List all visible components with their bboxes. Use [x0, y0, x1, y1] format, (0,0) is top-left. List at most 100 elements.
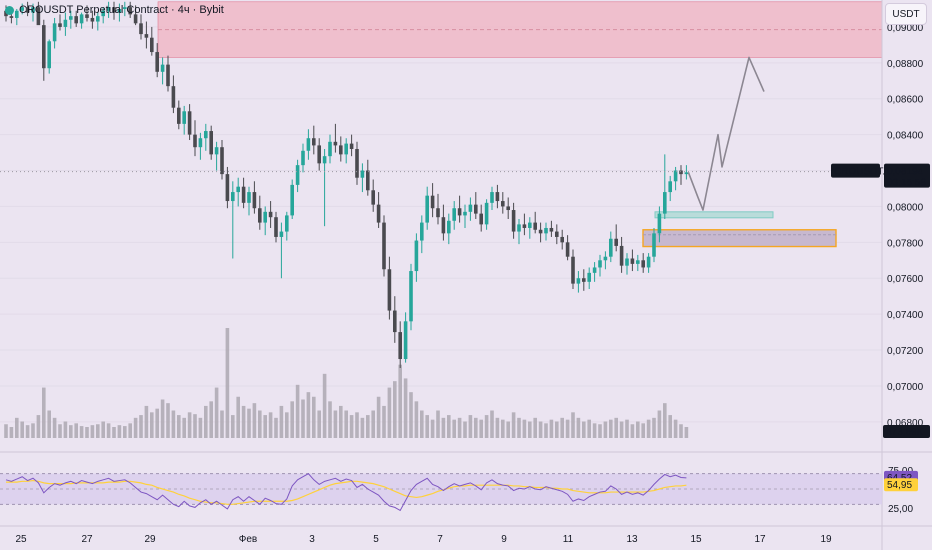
candle [328, 134, 332, 164]
candle-body [403, 321, 408, 360]
volume-bar [614, 417, 618, 438]
volume-bar [101, 421, 105, 438]
candle [133, 5, 138, 26]
candle [636, 254, 640, 272]
volume-bar [198, 417, 203, 438]
candle-body [468, 204, 473, 212]
price-tick-label: 0,08600 [887, 95, 924, 106]
time-tick-label: Фев [239, 534, 257, 545]
candle-body [511, 210, 516, 232]
candle-body [646, 256, 651, 268]
candle-body [295, 165, 300, 185]
candle [306, 129, 311, 160]
candle-body [522, 224, 527, 228]
candle-body [657, 213, 662, 234]
volume-bar [317, 410, 321, 438]
candle [96, 12, 100, 31]
candle-body [555, 231, 559, 237]
volume-bar [322, 373, 327, 438]
candle [398, 321, 402, 368]
volume-bar [285, 412, 289, 438]
candle-body [258, 208, 262, 223]
volume-bar [339, 405, 343, 438]
volume-bar [182, 417, 186, 438]
currency-selector[interactable]: USDT [885, 3, 927, 25]
volume-bar [506, 421, 510, 438]
candle-body [376, 204, 381, 223]
volume-bar [625, 419, 629, 438]
candle-body [382, 222, 386, 270]
candle [576, 271, 581, 293]
volume-bar [684, 427, 689, 438]
candle [382, 215, 386, 277]
volume-bar [463, 421, 467, 438]
candle-body [15, 10, 19, 18]
candle-body [74, 16, 78, 24]
volume-bar [160, 399, 165, 438]
candle-body [630, 258, 635, 264]
volume-bar [522, 419, 527, 438]
candle [263, 206, 267, 236]
candle-body [290, 184, 294, 216]
volume-bar [544, 423, 548, 438]
candle [409, 263, 413, 331]
candle [549, 220, 554, 237]
candle-body [652, 233, 656, 257]
volume-bar [139, 415, 143, 438]
volume-bar [133, 417, 138, 438]
rsi-ma-value-label: 54,95 [887, 480, 912, 491]
volume-bar [274, 417, 278, 438]
candle [112, 1, 116, 20]
candle-body [241, 186, 246, 203]
volume-bar [393, 381, 397, 438]
price-tag [884, 163, 930, 188]
candle [220, 140, 224, 180]
candle [484, 199, 489, 230]
candle [366, 159, 370, 196]
candle-body [339, 145, 343, 155]
candle [225, 166, 230, 209]
candle [322, 148, 327, 227]
candle-body [247, 192, 251, 203]
candle [463, 204, 467, 228]
volume-bar [58, 424, 62, 438]
candle-body [387, 269, 392, 311]
volume-bar [484, 415, 489, 438]
price-tick-label: 0,06800 [887, 418, 924, 429]
volume-bar [15, 417, 19, 438]
candle [511, 202, 516, 239]
volume-bar [420, 410, 424, 438]
volume-bar [279, 405, 284, 438]
candle [619, 236, 624, 273]
candle-body [636, 260, 640, 264]
candle [571, 249, 575, 290]
candle [425, 186, 429, 230]
candle-body [166, 64, 170, 87]
candle [85, 5, 89, 22]
candle [522, 213, 527, 236]
candle-body [128, 7, 132, 15]
volume-bar [155, 408, 159, 438]
candle [598, 254, 602, 277]
candle-body [144, 34, 149, 38]
candle-body [684, 172, 689, 175]
time-tick-label: 3 [309, 534, 315, 545]
candle [441, 204, 446, 241]
candle [393, 296, 397, 343]
candle-body [576, 278, 581, 284]
volume-bar [263, 415, 267, 438]
candle-body [225, 174, 230, 202]
projection-arrow [687, 56, 765, 211]
candle-body [96, 16, 100, 22]
volume-bar [117, 425, 122, 438]
countdown-label: 03:15:58 [887, 178, 926, 189]
candle [79, 12, 84, 29]
volume-bar [430, 419, 435, 438]
volume-bar [587, 419, 591, 438]
candle [241, 177, 246, 209]
candle [339, 136, 343, 162]
volume-bar [312, 396, 316, 438]
candle-body [63, 19, 68, 27]
volume-bar [42, 387, 46, 438]
